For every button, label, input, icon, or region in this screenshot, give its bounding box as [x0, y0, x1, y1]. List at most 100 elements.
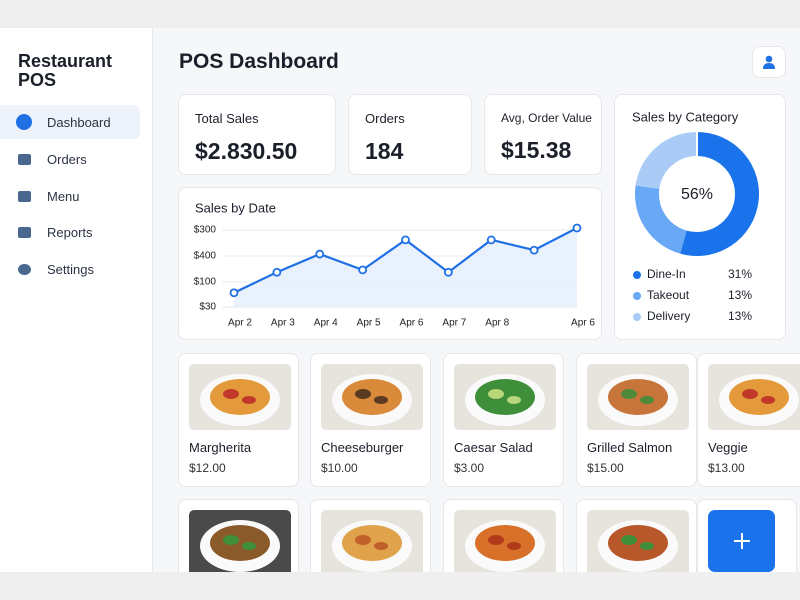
food: [342, 379, 402, 415]
food-image: [587, 364, 689, 430]
menu-item-card[interactable]: [576, 499, 697, 572]
menu-item-card[interactable]: [178, 499, 299, 572]
image: [321, 364, 423, 430]
icon: [16, 114, 32, 130]
nav-label: Reports: [47, 224, 93, 240]
food: [608, 379, 668, 415]
item-name: Caesar Salad: [454, 440, 533, 455]
food: [210, 525, 270, 561]
image: [454, 510, 556, 572]
nav-label: Settings: [47, 261, 94, 277]
topping: [742, 389, 758, 399]
topping: [242, 396, 256, 404]
topping: [507, 542, 521, 550]
menu-item-card[interactable]: Caesar Salad $3.00: [443, 353, 564, 487]
stat-value: $15.38: [501, 137, 572, 163]
topping: [761, 396, 775, 404]
topping: [621, 535, 637, 545]
icon: [18, 153, 31, 165]
topping: [223, 535, 239, 545]
stat-label: Total Sales: [195, 111, 259, 126]
stat-value: $2.830.50: [195, 138, 298, 164]
stat-card: Total Sales $2.830.50: [178, 94, 336, 175]
item-price: $15.00: [587, 461, 624, 475]
nav-item[interactable]: Dashboard: [0, 105, 140, 139]
topping: [488, 389, 504, 399]
icon: [18, 263, 31, 275]
food-image: [587, 510, 689, 572]
food-image: [454, 510, 556, 572]
menu-item-card[interactable]: [443, 499, 564, 572]
sidebar: Restaurant POS Dashboard Orders Menu Rep…: [0, 28, 153, 572]
nav-item[interactable]: Orders: [0, 142, 140, 176]
topping: [242, 542, 256, 550]
topping: [374, 542, 388, 550]
user-button[interactable]: [752, 46, 786, 78]
food-image: [321, 364, 423, 430]
stat-card: Avg, Order Value $15.38: [484, 94, 602, 175]
nav-item[interactable]: Menu: [0, 179, 140, 213]
topping: [640, 542, 654, 550]
nav-label: Dashboard: [47, 114, 111, 130]
item-name: Grilled Salmon: [587, 440, 673, 455]
item-name: Margherita: [189, 440, 252, 455]
nav-item[interactable]: Settings: [0, 252, 140, 286]
icon: [18, 190, 31, 202]
menu-item-card[interactable]: [310, 499, 431, 572]
topping: [374, 396, 388, 404]
food-image: [454, 364, 556, 430]
plus-icon: [733, 533, 750, 549]
image: [708, 364, 800, 430]
page-title: POS Dashboard: [179, 50, 339, 73]
sidebar-title: Restaurant POS: [18, 51, 113, 90]
app: Restaurant POS Dashboard Orders Menu Rep…: [0, 28, 800, 572]
image: [189, 510, 291, 572]
item-name: Veggie: [708, 440, 748, 455]
food: [475, 379, 535, 415]
user-icon: [763, 55, 775, 69]
plus: [733, 533, 750, 549]
food-image: [321, 510, 423, 572]
topping: [621, 389, 637, 399]
food: [608, 525, 668, 561]
sales-chart-card: [178, 187, 602, 340]
menu-item-card[interactable]: Cheeseburger $10.00: [310, 353, 431, 487]
item-price: $13.00: [708, 461, 745, 475]
image: [587, 510, 689, 572]
topping: [223, 389, 239, 399]
topping: [355, 389, 371, 399]
food: [729, 379, 789, 415]
item-price: $3.00: [454, 461, 485, 475]
icon: [18, 226, 31, 238]
food: [210, 379, 270, 415]
stat-card: Orders 184: [348, 94, 472, 175]
item-price: $10.00: [321, 461, 358, 475]
image: [189, 364, 291, 430]
topping: [507, 396, 521, 404]
image: [454, 364, 556, 430]
food: [475, 525, 535, 561]
image: [321, 510, 423, 572]
stat-value: 184: [365, 138, 404, 164]
food: [342, 525, 402, 561]
topping: [640, 396, 654, 404]
nav-label: Menu: [47, 188, 80, 204]
item-price: $12.00: [189, 461, 226, 475]
item-name: Cheeseburger: [321, 440, 404, 455]
topping: [355, 535, 371, 545]
nav-item[interactable]: Reports: [0, 215, 140, 249]
food-image: [708, 364, 800, 430]
menu-item-card[interactable]: Grilled Salmon $15.00: [576, 353, 697, 487]
category-card: [614, 94, 786, 340]
stat-label: Orders: [365, 111, 405, 126]
food-image: [189, 364, 291, 430]
menu-item-card[interactable]: Margherita $12.00: [178, 353, 299, 487]
nav-label: Orders: [47, 151, 87, 167]
add-item-button[interactable]: [708, 510, 775, 572]
stat-label: Avg, Order Value: [501, 111, 592, 125]
image: [587, 364, 689, 430]
topping: [488, 535, 504, 545]
menu-item-card[interactable]: Veggie $13.00: [697, 353, 800, 487]
food-image: [189, 510, 291, 572]
